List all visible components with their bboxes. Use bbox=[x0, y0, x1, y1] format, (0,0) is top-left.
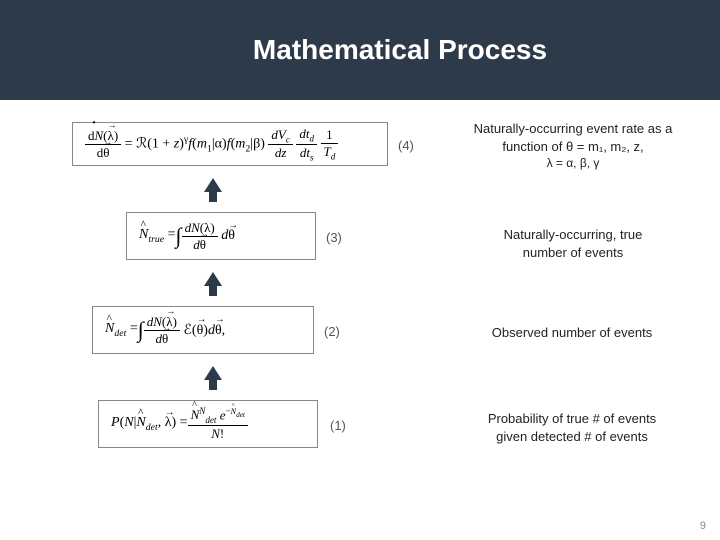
desc-line: function of θ = m₁, m₂, z, bbox=[462, 138, 684, 156]
equation-number-1: (1) bbox=[330, 418, 346, 433]
description-4: Naturally-occurring event rate as a func… bbox=[462, 120, 684, 171]
description-2: Observed number of events bbox=[472, 324, 672, 342]
equation-box-1: P(N|Ndet, λ) = NNdet e−Ndet N! bbox=[98, 400, 318, 448]
desc-line: λ = α, β, γ bbox=[462, 155, 684, 171]
desc-line: Probability of true # of events bbox=[460, 410, 684, 428]
equation-number-3: (3) bbox=[326, 230, 342, 245]
description-1: Probability of true # of events given de… bbox=[460, 410, 684, 445]
desc-line: given detected # of events bbox=[460, 428, 684, 446]
desc-line: Naturally-occurring, true bbox=[474, 226, 672, 244]
equation-number-4: (4) bbox=[398, 138, 414, 153]
description-3: Naturally-occurring, true number of even… bbox=[474, 226, 672, 261]
equation-box-2: Ndet = ∫ dN(λ) dθ ℰ(θ)dθ, bbox=[92, 306, 314, 354]
slide-number: 9 bbox=[700, 520, 706, 532]
equation-box-3: Ntrue = ∫ dN(λ) dθ dθ bbox=[126, 212, 316, 260]
equation-number-2: (2) bbox=[324, 324, 340, 339]
equation-box-4: dN(λ) dθ = ℛ(1 + z)γf(m1|α)f(m2|β) dVcdz… bbox=[72, 122, 388, 166]
arrow-up-icon bbox=[204, 178, 222, 192]
desc-line: number of events bbox=[474, 244, 672, 262]
slide-title: Mathematical Process bbox=[253, 34, 547, 66]
desc-line: Naturally-occurring event rate as a bbox=[462, 120, 684, 138]
arrow-up-icon bbox=[204, 272, 222, 286]
arrow-up-icon bbox=[204, 366, 222, 380]
slide-content: dN(λ) dθ = ℛ(1 + z)γf(m1|α)f(m2|β) dVcdz… bbox=[0, 100, 720, 520]
slide-header: Mathematical Process bbox=[0, 0, 720, 100]
desc-line: Observed number of events bbox=[472, 324, 672, 342]
